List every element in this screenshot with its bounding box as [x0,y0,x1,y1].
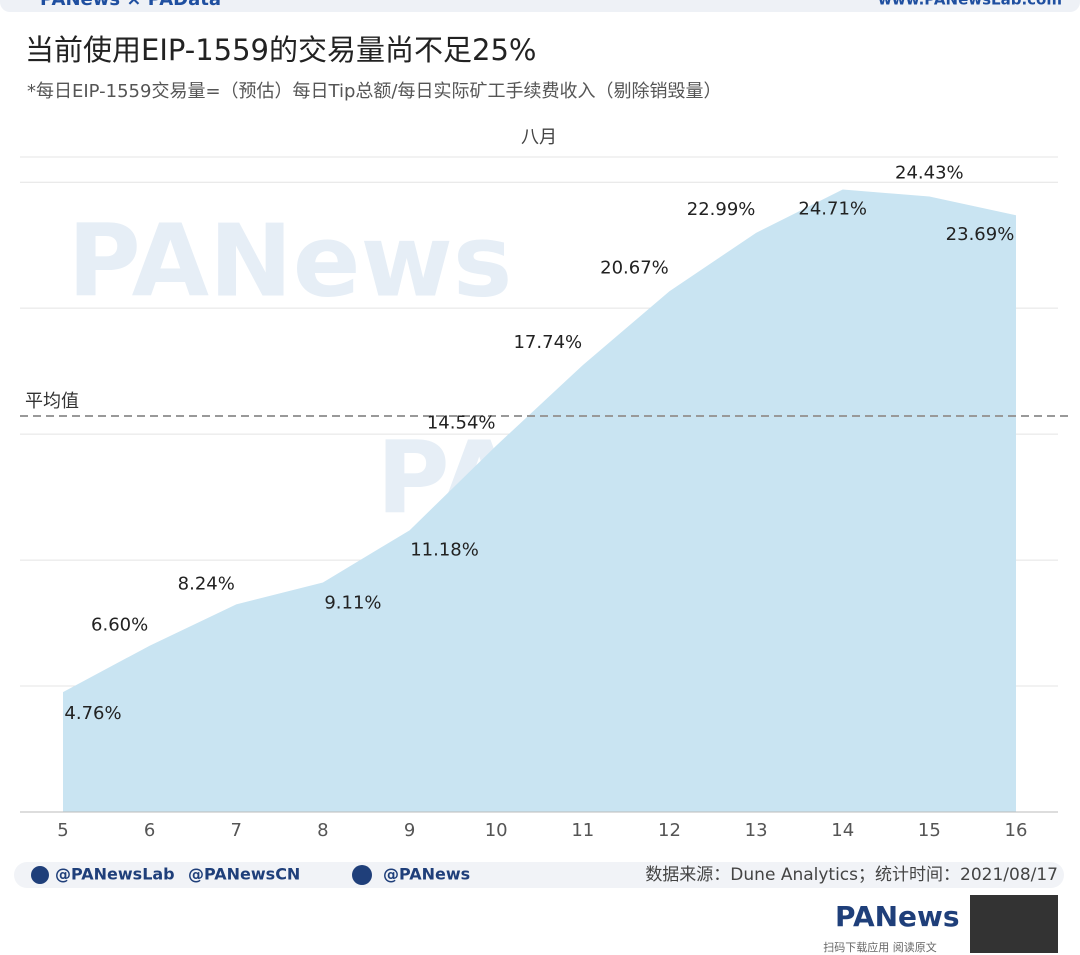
handle: @PANewsLab [55,865,175,884]
qr-code [970,895,1058,953]
x-tick-label: 11 [571,820,594,841]
x-tick-label: 13 [745,820,768,841]
x-tick-label: 15 [918,820,941,841]
value-label: 9.11% [324,592,381,613]
x-tick-label: 5 [57,820,68,841]
brand: PANews × PAData [40,0,221,10]
value-label: 14.54% [427,413,496,434]
value-label: 22.99% [687,199,756,220]
average-label: 平均值 [25,391,79,412]
chart-title: 当前使用EIP-1559的交易量尚不足25% [25,33,536,67]
x-tick-label: 14 [831,820,854,841]
handle: @PANewsCN [188,865,300,884]
value-label: 8.24% [178,573,235,594]
value-label: 6.60% [91,615,148,636]
value-label: 11.18% [410,539,479,560]
x-axis-title: 八月 [521,127,557,148]
value-label: 17.74% [513,332,582,353]
value-label: 24.71% [798,198,867,219]
site: www.PANewsLab.com [878,0,1062,9]
qr-caption: 扫码下载应用 阅读原文 [823,940,937,954]
twitter-icon [31,866,49,884]
footer-band [14,862,1064,888]
logo: PANews [835,900,960,933]
x-tick-label: 12 [658,820,681,841]
watermark: PANews [68,202,513,319]
source: 数据来源：Dune Analytics；统计时间：2021/08/17 [645,865,1058,885]
x-tick-label: 10 [485,820,508,841]
x-tick-label: 16 [1005,820,1028,841]
x-tick-label: 6 [144,820,155,841]
x-tick-label: 7 [231,820,242,841]
value-label: 20.67% [600,257,669,278]
value-label: 4.76% [64,703,121,724]
handle: @PANews [383,865,470,884]
x-tick-label: 9 [404,820,415,841]
chart-subtitle: *每日EIP-1559交易量=（预估）每日Tip总额/每日实际矿工手续费收入（剔… [27,81,721,102]
area [63,189,1016,813]
weibo-icon [352,865,372,885]
value-label: 23.69% [946,224,1015,245]
value-label: 24.43% [895,163,964,184]
header-band [0,0,1080,12]
x-tick-label: 8 [317,820,328,841]
